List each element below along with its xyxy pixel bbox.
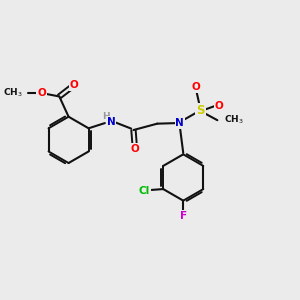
Text: O: O [70,80,79,90]
Text: O: O [37,88,46,98]
Text: F: F [180,211,187,221]
Text: CH$_3$: CH$_3$ [224,114,244,126]
Text: O: O [215,101,224,111]
Text: H: H [102,112,110,121]
Text: N: N [107,117,116,127]
Text: O: O [130,144,139,154]
Text: S: S [196,103,205,117]
Text: N: N [176,118,184,128]
Text: CH$_3$: CH$_3$ [3,87,23,99]
Text: Cl: Cl [139,185,150,196]
Text: O: O [192,82,201,92]
